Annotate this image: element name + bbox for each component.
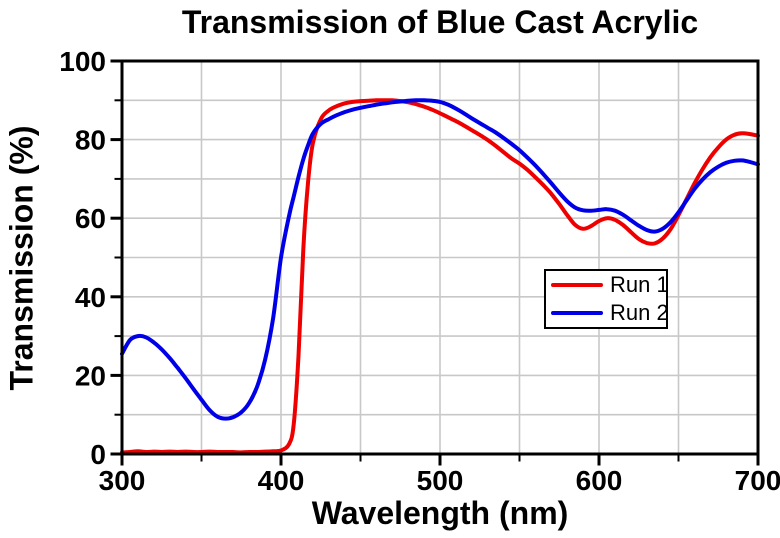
y-axis-label: Transmission (%) xyxy=(3,125,40,391)
y-tick-label: 80 xyxy=(75,125,106,156)
legend-label-run1: Run 1 xyxy=(610,272,669,297)
x-tick-label: 500 xyxy=(417,465,464,496)
x-tick-label: 400 xyxy=(258,465,305,496)
series-line-run-1 xyxy=(120,98,760,455)
y-tick-label: 40 xyxy=(75,282,106,313)
legend: Run 1 Run 2 xyxy=(544,269,669,329)
x-tick-label: 600 xyxy=(576,465,623,496)
y-tick-label: 60 xyxy=(75,203,106,234)
y-tick-label: 0 xyxy=(90,439,106,470)
plot-border xyxy=(120,59,760,456)
run1-line-sample xyxy=(551,283,603,287)
legend-item-run2: Run 2 xyxy=(551,299,669,327)
x-tick-label: 300 xyxy=(99,465,146,496)
x-axis-label: Wavelength (nm) xyxy=(311,495,569,531)
run2-line-sample xyxy=(551,311,603,315)
y-tick-label: 100 xyxy=(59,46,106,77)
y-tick-label: 20 xyxy=(75,360,106,391)
chart-title: Transmission of Blue Cast Acrylic xyxy=(181,4,699,40)
legend-item-run1: Run 1 xyxy=(551,271,669,299)
x-tick-label: 700 xyxy=(735,465,780,496)
legend-label-run2: Run 2 xyxy=(610,300,669,325)
series-line-run-2 xyxy=(120,98,760,421)
